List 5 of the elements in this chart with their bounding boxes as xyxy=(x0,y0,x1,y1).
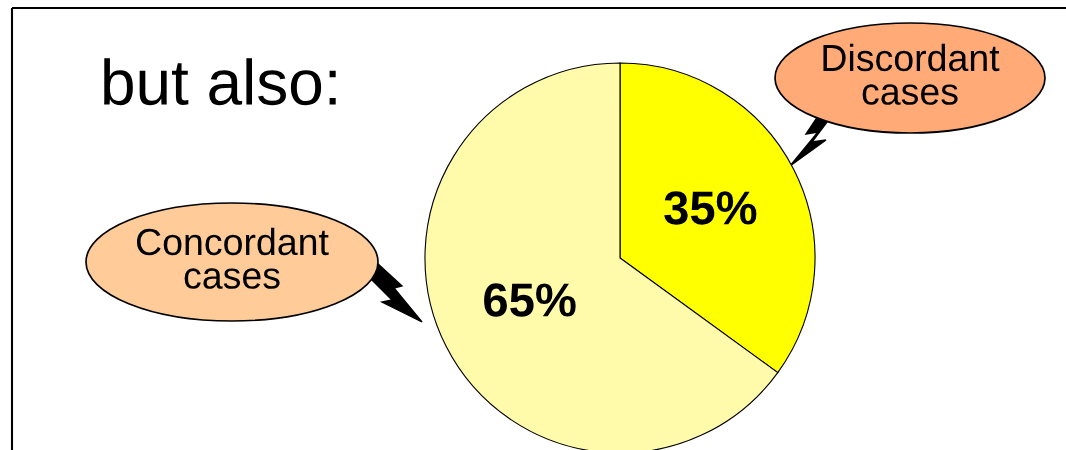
slice-label: Concordant cases xyxy=(136,227,329,289)
slice-label: Discordant cases xyxy=(823,43,1000,105)
data-label: 35% xyxy=(664,191,757,225)
chart-title: but also: xyxy=(104,58,336,106)
data-label: 65% xyxy=(484,283,576,317)
